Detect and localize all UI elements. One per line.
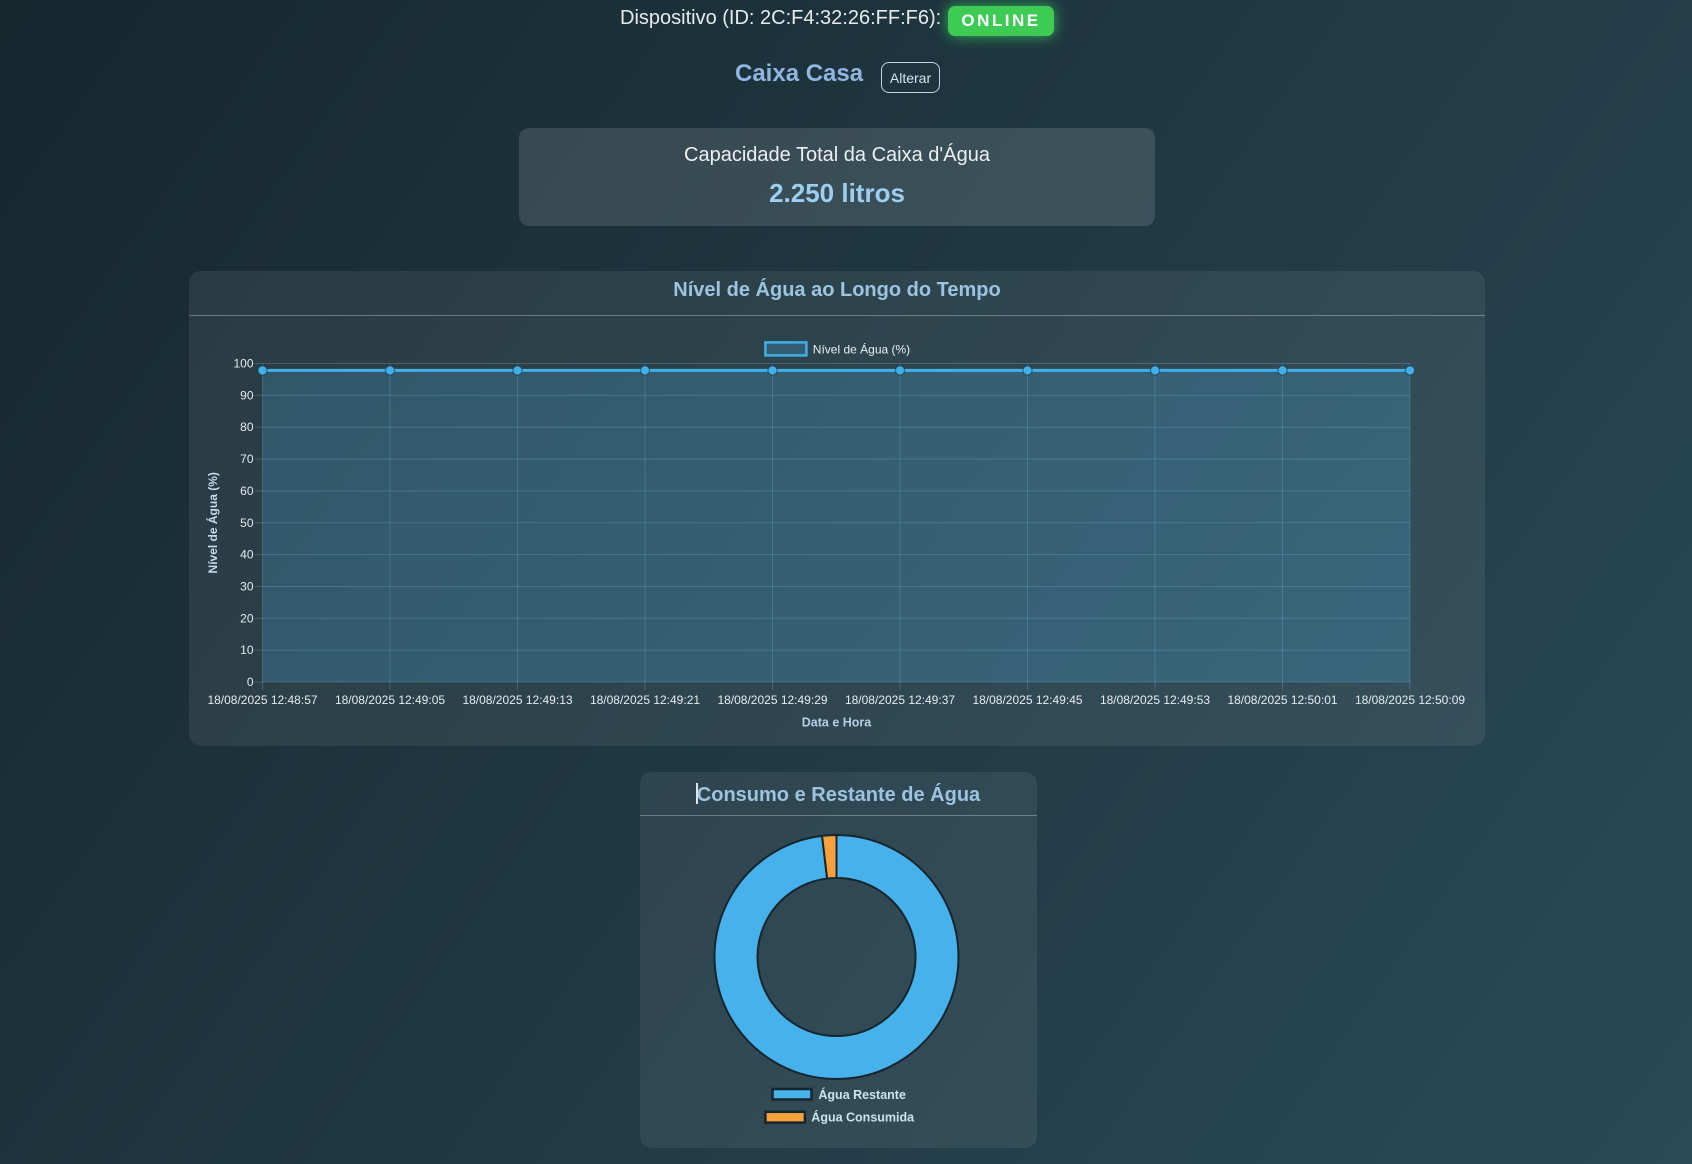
svg-text:30: 30: [240, 579, 254, 593]
svg-text:Água Consumida: Água Consumida: [811, 1110, 915, 1125]
svg-text:18/08/2025 12:49:13: 18/08/2025 12:49:13: [462, 693, 572, 707]
svg-text:90: 90: [240, 388, 254, 402]
svg-text:18/08/2025 12:49:45: 18/08/2025 12:49:45: [972, 693, 1082, 707]
svg-text:20: 20: [240, 611, 254, 625]
svg-text:18/08/2025 12:49:37: 18/08/2025 12:49:37: [845, 693, 955, 707]
svg-text:18/08/2025 12:49:53: 18/08/2025 12:49:53: [1100, 693, 1210, 707]
svg-text:18/08/2025 12:50:01: 18/08/2025 12:50:01: [1227, 693, 1337, 707]
svg-text:18/08/2025 12:50:09: 18/08/2025 12:50:09: [1355, 693, 1465, 707]
svg-text:Nível de Água (%): Nível de Água (%): [205, 472, 220, 573]
svg-text:18/08/2025 12:49:29: 18/08/2025 12:49:29: [717, 693, 827, 707]
svg-text:Data e Hora: Data e Hora: [802, 716, 873, 730]
svg-text:60: 60: [240, 484, 254, 498]
svg-text:100: 100: [233, 357, 253, 371]
svg-text:18/08/2025 12:49:05: 18/08/2025 12:49:05: [335, 693, 445, 707]
svg-text:18/08/2025 12:49:21: 18/08/2025 12:49:21: [590, 693, 700, 707]
svg-text:70: 70: [240, 452, 254, 466]
svg-text:0: 0: [247, 675, 254, 689]
svg-text:40: 40: [240, 548, 254, 562]
svg-text:Nível de Água (%): Nível de Água (%): [813, 341, 910, 356]
svg-text:10: 10: [240, 643, 254, 657]
svg-text:50: 50: [240, 516, 254, 530]
svg-text:Água Restante: Água Restante: [818, 1087, 906, 1102]
svg-text:18/08/2025 12:48:57: 18/08/2025 12:48:57: [207, 693, 317, 707]
svg-text:80: 80: [240, 420, 254, 434]
